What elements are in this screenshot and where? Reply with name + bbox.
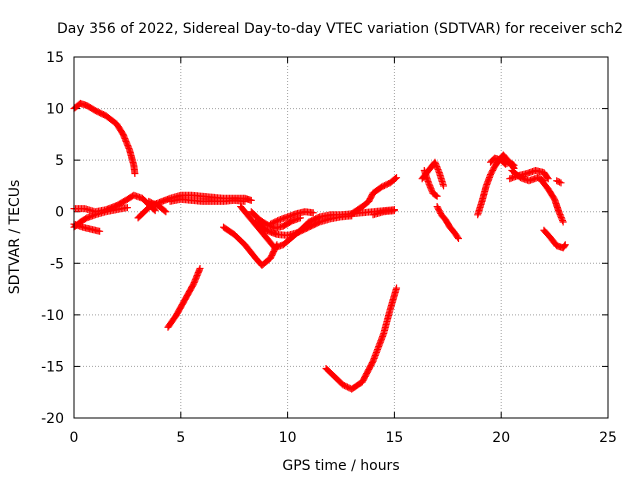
series-arc-25 [553, 177, 565, 187]
data-point [432, 160, 440, 168]
data-point [390, 207, 398, 215]
y-axis-label: SDTVAR / TECUs [7, 180, 23, 295]
data-point [557, 212, 565, 220]
data-point [241, 197, 249, 205]
data-point [435, 167, 443, 175]
data-point [558, 215, 566, 223]
data-point [433, 163, 441, 171]
x-tick-label: 25 [599, 430, 617, 446]
series-arc-11 [252, 212, 356, 239]
data-point [428, 186, 436, 194]
x-tick-label: 15 [385, 430, 403, 446]
y-tick-label: -15 [41, 359, 64, 375]
x-tick-label: 20 [492, 430, 510, 446]
data-point [432, 161, 440, 169]
y-tick-label: -20 [41, 411, 64, 427]
data-point [309, 209, 317, 217]
data-point [151, 207, 159, 215]
data-point [123, 204, 131, 212]
data-point [432, 191, 440, 199]
data-point [425, 179, 433, 187]
y-tick-label: 15 [46, 50, 64, 66]
x-tick-label: 10 [279, 430, 297, 446]
x-tick-label: 5 [176, 430, 185, 446]
y-tick-label: -5 [50, 256, 64, 272]
data-point [555, 209, 563, 217]
data-point [557, 214, 565, 222]
data-point [556, 211, 564, 219]
data-point [131, 170, 139, 178]
data-point [561, 242, 569, 250]
series-arc-23 [508, 166, 548, 185]
series-arc-19 [433, 203, 462, 243]
data-point [425, 180, 433, 188]
data-point [454, 233, 462, 241]
data-point [559, 218, 567, 226]
data-point [247, 196, 255, 204]
data-point [555, 208, 563, 216]
data-point [196, 264, 204, 272]
series-arc-26 [540, 226, 569, 252]
chart-title: Day 356 of 2022, Sidereal Day-to-day VTE… [57, 21, 623, 37]
data-point [391, 175, 399, 183]
data-point [161, 207, 169, 215]
y-tick-label: 10 [46, 102, 64, 118]
y-tick-labels: -20 -15 -10 -5 0 5 10 15 [41, 50, 64, 427]
data-point [559, 217, 567, 225]
data-point [557, 179, 565, 187]
data-point [162, 208, 170, 216]
series-arc-18 [420, 166, 441, 200]
series-arc-15 [348, 174, 401, 218]
data-point [543, 173, 551, 181]
y-tick-label: 0 [55, 205, 64, 221]
data-point [393, 284, 401, 292]
data-point [556, 178, 564, 186]
plot-frame [73, 56, 609, 419]
series-arc-16 [369, 207, 398, 219]
y-tick-label: -10 [41, 308, 64, 324]
x-tick-label: 0 [70, 430, 79, 446]
series-arc-24 [538, 177, 567, 226]
series-arc-9 [220, 223, 281, 269]
plot-area-clip [70, 99, 569, 393]
data-point [393, 174, 401, 182]
series-arc-13 [267, 208, 317, 228]
series-arc-8 [166, 195, 249, 205]
data-point [433, 192, 441, 200]
data-point [427, 185, 435, 193]
series-arc-14 [322, 284, 401, 393]
data-point [454, 235, 462, 243]
x-axis-label: GPS time / hours [282, 458, 399, 474]
series-arc-1 [70, 99, 139, 178]
series-arc-17 [418, 158, 448, 190]
data-point [96, 227, 104, 235]
data-point [544, 175, 552, 183]
data-point [431, 158, 439, 166]
data-point [434, 166, 442, 174]
x-tick-labels: 0 5 10 15 20 25 [70, 430, 617, 446]
data-point [433, 164, 441, 172]
series-arc-4 [70, 220, 104, 235]
data-point [426, 183, 434, 191]
data-point [561, 241, 569, 249]
data-point [426, 182, 434, 190]
data-point [510, 161, 518, 169]
series-arc-21 [487, 154, 518, 169]
series-arc-7 [164, 264, 204, 331]
y-tick-label: 5 [55, 153, 64, 169]
series-arc-3 [70, 204, 131, 231]
data-point [440, 182, 448, 190]
data-point [509, 161, 517, 169]
series-arc-6 [145, 197, 170, 216]
